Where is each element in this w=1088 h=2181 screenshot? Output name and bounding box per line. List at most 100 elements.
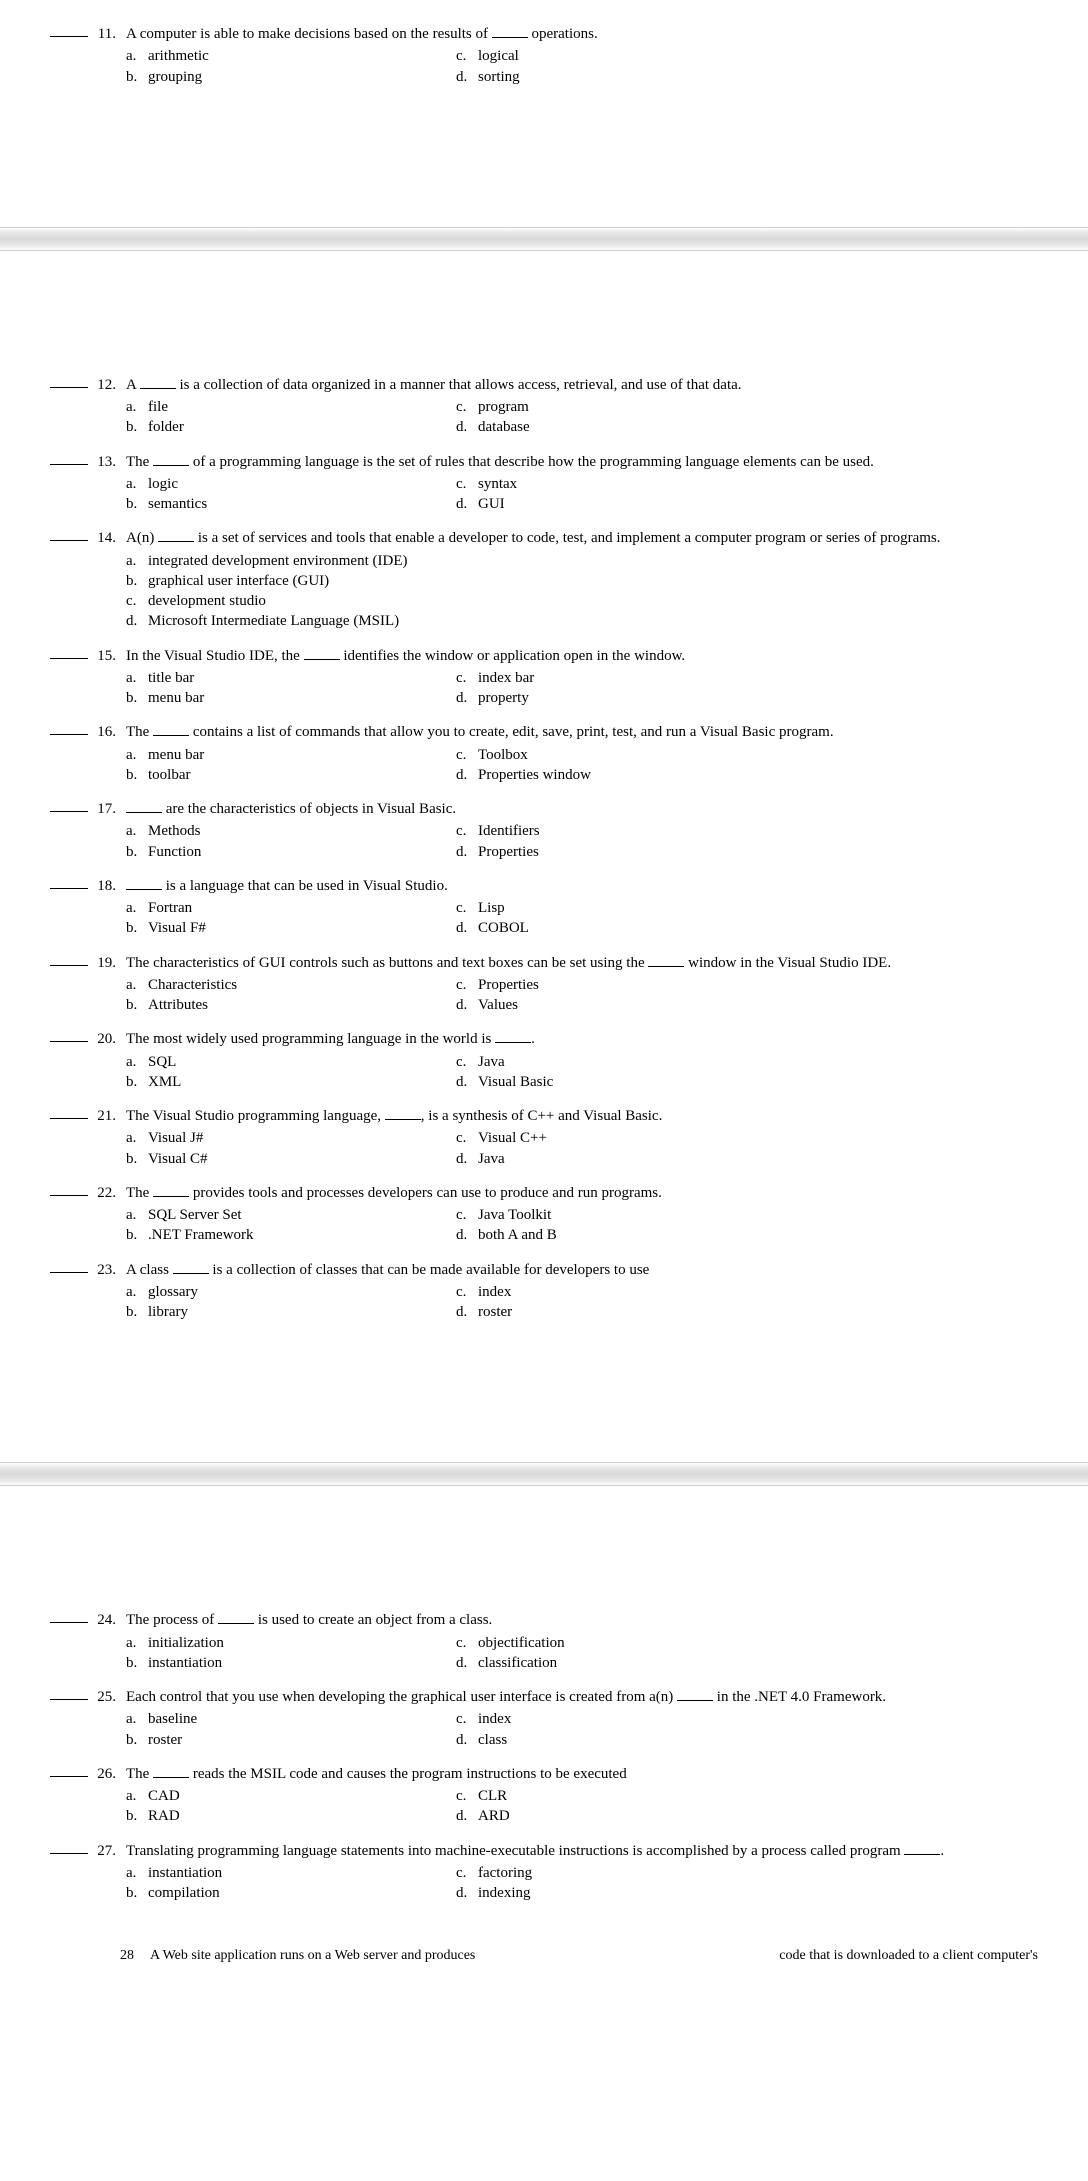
choice-d: d.Properties: [456, 842, 540, 862]
choice-c: c.Java Toolkit: [456, 1205, 557, 1225]
question-number: 16.: [92, 722, 126, 742]
question-17: 17. are the characteristics of objects i…: [50, 799, 1038, 862]
choice-a: a.Visual J#: [126, 1128, 456, 1148]
answer-blank[interactable]: [50, 953, 88, 966]
question-number: 25.: [92, 1687, 126, 1707]
question-11: 11. A computer is able to make decisions…: [50, 24, 1038, 87]
question-stem: The provides tools and processes develop…: [126, 1183, 1038, 1203]
choice-d: d.class: [456, 1730, 511, 1750]
answer-blank[interactable]: [50, 1687, 88, 1700]
fill-blank: [140, 379, 176, 389]
fill-blank: [153, 456, 189, 466]
choice-d: d.Properties window: [456, 765, 591, 785]
choice-d: d.Microsoft Intermediate Language (MSIL): [126, 611, 1038, 631]
answer-blank[interactable]: [50, 1029, 88, 1042]
page-1: 11. A computer is able to make decisions…: [0, 0, 1088, 127]
choice-d: d.roster: [456, 1302, 512, 1322]
choice-d: d.ARD: [456, 1806, 510, 1826]
choice-b: b.menu bar: [126, 688, 456, 708]
choice-d: d.sorting: [456, 67, 520, 87]
question-stem: The reads the MSIL code and causes the p…: [126, 1764, 1038, 1784]
answer-blank[interactable]: [50, 799, 88, 812]
cutoff-num: 28: [120, 1947, 134, 1966]
choice-b: b.Visual F#: [126, 918, 456, 938]
question-number: 26.: [92, 1764, 126, 1784]
choice-a: a.Characteristics: [126, 975, 456, 995]
answer-blank[interactable]: [50, 24, 88, 37]
choice-c: c.Toolbox: [456, 745, 591, 765]
question-stem: The contains a list of commands that all…: [126, 722, 1038, 742]
answer-blank[interactable]: [50, 1841, 88, 1854]
choice-d: d.both A and B: [456, 1225, 557, 1245]
cutoff-left: A Web site application runs on a Web ser…: [150, 1947, 475, 1966]
answer-blank[interactable]: [50, 1610, 88, 1623]
choice-d: d.Values: [456, 995, 539, 1015]
question-number: 27.: [92, 1841, 126, 1861]
question-stem: is a language that can be used in Visual…: [126, 876, 1038, 896]
answer-blank[interactable]: [50, 876, 88, 889]
answer-blank[interactable]: [50, 452, 88, 465]
choice-a: a.title bar: [126, 668, 456, 688]
choice-c: c.development studio: [126, 591, 1038, 611]
choice-c: c.logical: [456, 46, 520, 66]
question-number: 11.: [92, 24, 126, 44]
answer-blank[interactable]: [50, 375, 88, 388]
choice-a: a.glossary: [126, 1282, 456, 1302]
choice-d: d.indexing: [456, 1883, 532, 1903]
choice-d: d.property: [456, 688, 534, 708]
fill-blank: [158, 532, 194, 542]
choice-a: a.Fortran: [126, 898, 456, 918]
choice-c: c.Java: [456, 1052, 553, 1072]
choice-a: a.baseline: [126, 1709, 456, 1729]
choice-d: d.database: [456, 417, 530, 437]
choice-c: c.index: [456, 1709, 511, 1729]
choice-b: b.Visual C#: [126, 1149, 456, 1169]
question-stem: A class is a collection of classes that …: [126, 1260, 1038, 1280]
choice-d: d.Java: [456, 1149, 547, 1169]
answer-blank[interactable]: [50, 528, 88, 541]
choice-c: c.CLR: [456, 1786, 510, 1806]
choice-c: c.Properties: [456, 975, 539, 995]
fill-blank: [492, 28, 528, 38]
page-break: [0, 1462, 1088, 1486]
question-number: 23.: [92, 1260, 126, 1280]
answer-blank[interactable]: [50, 1260, 88, 1273]
answer-blank[interactable]: [50, 1106, 88, 1119]
choice-c: c.factoring: [456, 1863, 532, 1883]
choice-c: c.Visual C++: [456, 1128, 547, 1148]
choice-c: c.index bar: [456, 668, 534, 688]
page-2: 12. A is a collection of data organized …: [0, 351, 1088, 1363]
answer-blank[interactable]: [50, 1183, 88, 1196]
question-number: 14.: [92, 528, 126, 548]
fill-blank: [173, 1264, 209, 1274]
answer-blank[interactable]: [50, 1764, 88, 1777]
question-19: 19. The characteristics of GUI controls …: [50, 953, 1038, 1016]
question-number: 17.: [92, 799, 126, 819]
fill-blank: [218, 1614, 254, 1624]
choice-b: b.toolbar: [126, 765, 456, 785]
choice-b: b.grouping: [126, 67, 456, 87]
choice-c: c.Lisp: [456, 898, 529, 918]
choice-a: a.instantiation: [126, 1863, 456, 1883]
fill-blank: [495, 1033, 531, 1043]
choice-b: b..NET Framework: [126, 1225, 456, 1245]
question-number: 24.: [92, 1610, 126, 1630]
choice-a: a.logic: [126, 474, 456, 494]
question-number: 21.: [92, 1106, 126, 1126]
choice-d: d.Visual Basic: [456, 1072, 553, 1092]
answer-blank[interactable]: [50, 646, 88, 659]
question-12: 12. A is a collection of data organized …: [50, 375, 1038, 438]
question-stem: In the Visual Studio IDE, the identifies…: [126, 646, 1038, 666]
choice-a: a.arithmetic: [126, 46, 456, 66]
choice-a: a.SQL: [126, 1052, 456, 1072]
choice-b: b.compilation: [126, 1883, 456, 1903]
choice-c: c.objectification: [456, 1633, 565, 1653]
question-stem: Each control that you use when developin…: [126, 1687, 1038, 1707]
choice-b: b.roster: [126, 1730, 456, 1750]
question-27: 27. Translating programming language sta…: [50, 1841, 1038, 1904]
question-22: 22. The provides tools and processes dev…: [50, 1183, 1038, 1246]
choice-b: b.semantics: [126, 494, 456, 514]
choice-d: d.COBOL: [456, 918, 529, 938]
answer-blank[interactable]: [50, 722, 88, 735]
choice-a: a.menu bar: [126, 745, 456, 765]
